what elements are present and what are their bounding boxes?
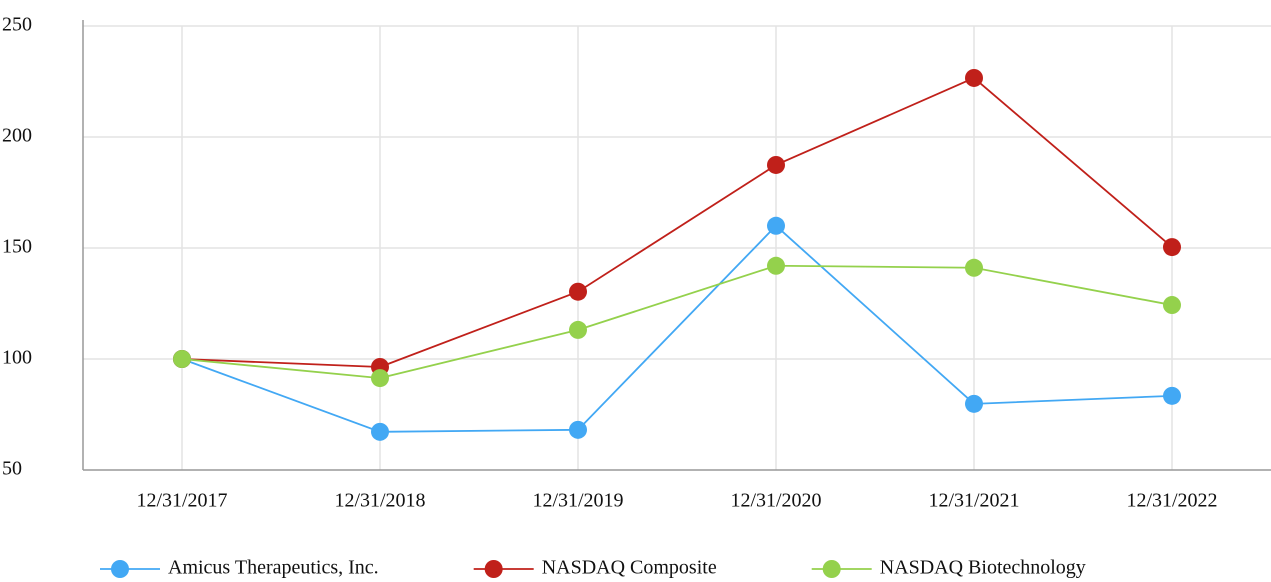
legend-marker: [484, 560, 503, 578]
data-point: [1163, 386, 1181, 405]
data-point: [173, 350, 191, 368]
x-tick-label: 12/31/2022: [1126, 490, 1217, 512]
legend-label: NASDAQ Composite: [542, 557, 717, 579]
data-point: [1163, 296, 1181, 315]
data-point: [569, 320, 587, 339]
data-point: [371, 422, 389, 441]
x-tick-label: 12/31/2017: [136, 490, 227, 512]
data-point: [965, 258, 983, 277]
data-point: [965, 68, 983, 87]
data-point: [371, 369, 389, 388]
legend-label: NASDAQ Biotechnology: [880, 557, 1086, 579]
series-line: [181, 76, 1173, 368]
y-tick-label: 150: [2, 236, 32, 258]
x-tick-label: 12/31/2018: [334, 490, 425, 512]
x-tick-label: 12/31/2020: [730, 490, 821, 512]
series-line: [181, 224, 1173, 433]
x-tick-label: 12/31/2021: [928, 490, 1019, 512]
legend-marker: [111, 560, 129, 578]
y-tick-label: 200: [2, 125, 32, 147]
data-point: [767, 216, 785, 235]
data-point: [569, 282, 587, 301]
x-tick-label: 12/31/2019: [532, 490, 623, 512]
data-point: [767, 256, 785, 275]
y-tick-label: 50: [2, 458, 22, 480]
legend-marker: [822, 560, 841, 578]
y-tick-label: 100: [2, 347, 32, 369]
data-point: [767, 155, 785, 174]
y-tick-label: 250: [2, 14, 32, 36]
data-point: [569, 420, 587, 439]
legend-label: Amicus Therapeutics, Inc.: [168, 557, 379, 579]
data-point: [1163, 238, 1181, 257]
series-line: [181, 264, 1173, 380]
data-point: [965, 394, 983, 413]
